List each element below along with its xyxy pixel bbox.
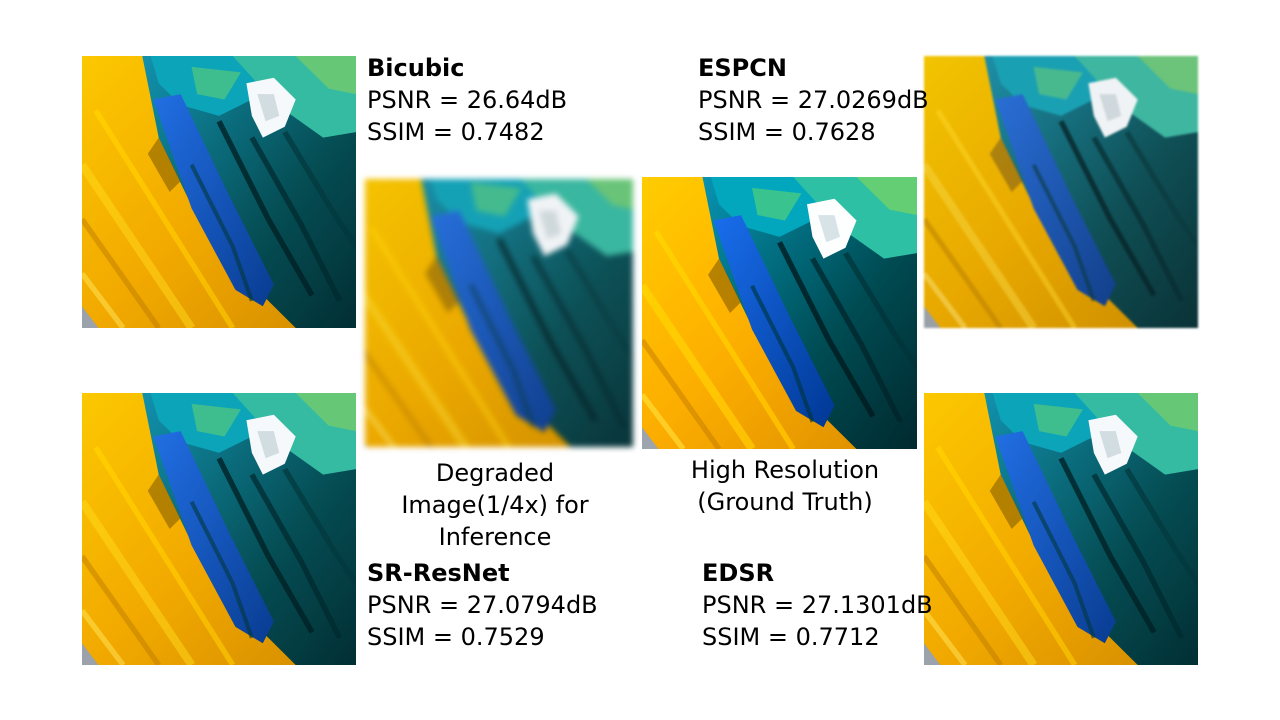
degraded-input-image: [365, 179, 633, 447]
srresnet-result-image: [82, 393, 356, 665]
high-resolution-caption-line-2: (Ground Truth): [697, 488, 873, 516]
degraded-caption-line-3: Inference: [438, 523, 552, 551]
edsr-result-image: [924, 393, 1198, 665]
degraded-caption-line-1: Degraded: [435, 459, 555, 487]
degraded-caption: Degraded Image(1/4x) for Inference: [380, 457, 610, 553]
degraded-caption-line-2: Image(1/4x) for: [401, 491, 589, 519]
bicubic-method-name: Bicubic: [367, 54, 465, 82]
espcn-psnr: PSNR = 27.0269dB: [698, 86, 929, 114]
edsr-psnr: PSNR = 27.1301dB: [702, 591, 933, 619]
bicubic-result-image: [82, 56, 356, 328]
edsr-ssim: SSIM = 0.7712: [702, 623, 880, 651]
srresnet-label: SR-ResNet PSNR = 27.0794dB SSIM = 0.7529: [367, 557, 598, 653]
espcn-method-name: ESPCN: [698, 54, 787, 82]
srresnet-psnr: PSNR = 27.0794dB: [367, 591, 598, 619]
bicubic-psnr: PSNR = 26.64dB: [367, 86, 568, 114]
espcn-label: ESPCN PSNR = 27.0269dB SSIM = 0.7628: [698, 52, 929, 148]
bicubic-ssim: SSIM = 0.7482: [367, 118, 545, 146]
srresnet-method-name: SR-ResNet: [367, 559, 510, 587]
srresnet-ssim: SSIM = 0.7529: [367, 623, 545, 651]
espcn-ssim: SSIM = 0.7628: [698, 118, 876, 146]
edsr-label: EDSR PSNR = 27.1301dB SSIM = 0.7712: [702, 557, 933, 653]
high-resolution-caption-line-1: High Resolution: [690, 456, 880, 484]
bicubic-label: Bicubic PSNR = 26.64dB SSIM = 0.7482: [367, 52, 567, 148]
espcn-result-image: [924, 56, 1198, 328]
high-resolution-image: [642, 177, 917, 449]
high-resolution-caption: High Resolution (Ground Truth): [670, 454, 900, 518]
edsr-method-name: EDSR: [702, 559, 775, 587]
